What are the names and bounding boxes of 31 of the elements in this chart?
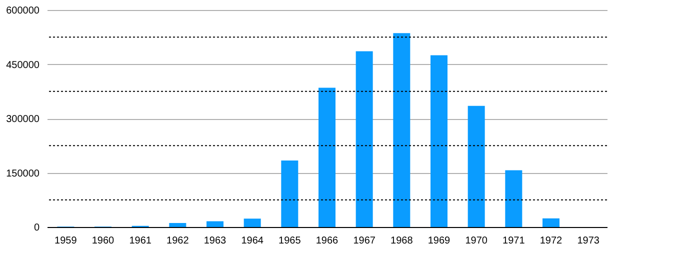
x-tick-label: 1968 [390, 236, 414, 246]
y-tick-label: 300000 [6, 114, 40, 125]
bar [356, 51, 373, 227]
bar [393, 33, 410, 227]
x-tick-label: 1970 [465, 236, 488, 246]
bar [169, 223, 186, 227]
x-tick-label: 1962 [166, 236, 190, 246]
bar [318, 88, 336, 227]
y-tick-label: 600000 [6, 6, 40, 16]
x-tick-label: 1967 [353, 236, 376, 246]
x-tick-label: 1960 [92, 236, 115, 246]
bar [468, 106, 485, 227]
bar [542, 218, 560, 227]
x-tick-label: 1973 [577, 236, 600, 246]
x-tick-label: 1971 [502, 236, 526, 246]
x-tick-label: 1959 [54, 236, 78, 246]
bar [505, 170, 522, 227]
bar [281, 160, 298, 227]
x-tick-label: 1966 [316, 236, 339, 246]
y-tick-label: 150000 [6, 168, 40, 180]
y-tick-label: 450000 [6, 60, 40, 71]
y-tick-label: 0 [34, 222, 40, 234]
x-tick-label: 1965 [278, 236, 302, 246]
x-tick-label: 1969 [428, 236, 451, 246]
bar [244, 218, 261, 227]
x-tick-label: 1964 [241, 236, 264, 246]
bar [430, 55, 448, 227]
bar [206, 221, 224, 227]
x-tick-label: 1963 [204, 236, 227, 246]
x-tick-label: 1961 [129, 236, 152, 246]
x-tick-label: 1972 [540, 236, 563, 246]
